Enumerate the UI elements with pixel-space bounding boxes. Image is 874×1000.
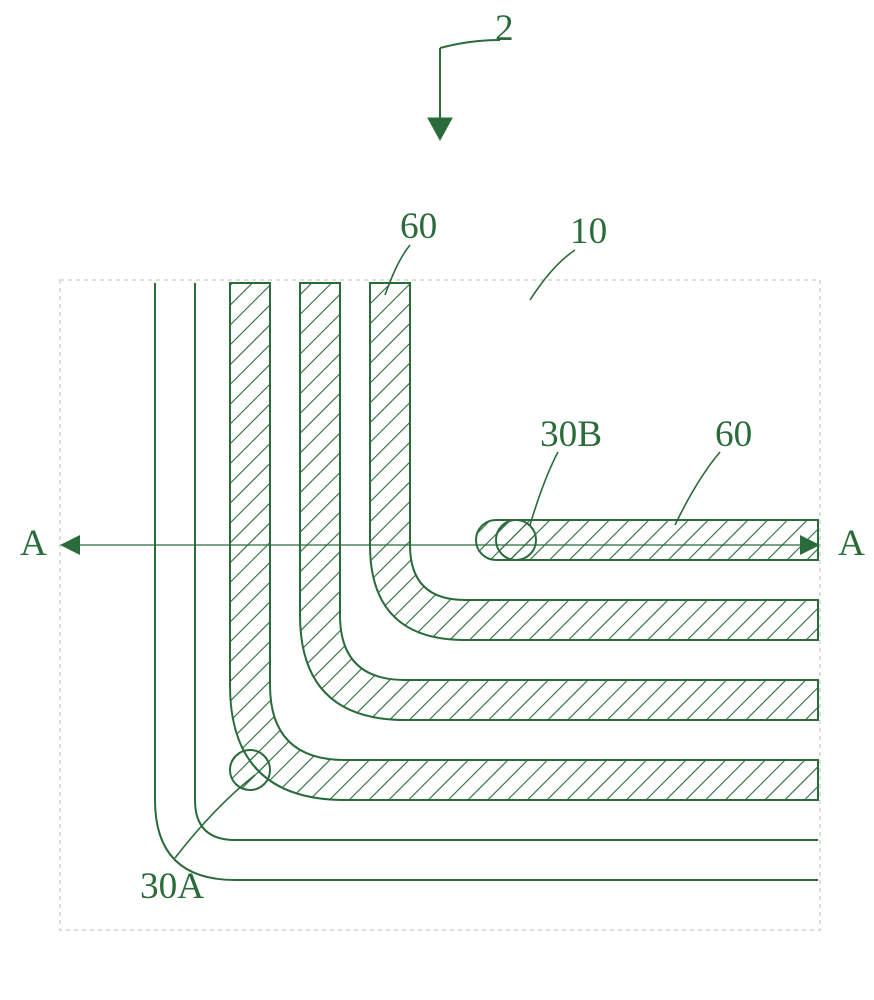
leader-1	[530, 250, 575, 300]
end-marker-3	[496, 520, 536, 560]
label-30A-4: 30A	[140, 866, 204, 907]
label-60-0: 60	[400, 206, 437, 247]
label-60-3: 60	[715, 414, 752, 455]
top-arrow-curve	[440, 40, 500, 48]
leader-3	[675, 452, 720, 525]
diagram-svg: 2 A A 60 10 30B 60 30A	[0, 0, 874, 1000]
hatched-stripe-2	[370, 283, 818, 640]
top-arrow-head	[428, 118, 452, 140]
label-2: 2	[495, 8, 514, 49]
end-marker-0	[230, 750, 270, 790]
section-arrow-left	[60, 535, 80, 555]
label-10-1: 10	[570, 211, 607, 252]
diagram-canvas: 2 A A 60 10 30B 60 30A	[0, 0, 874, 1000]
label-A-right: A	[838, 523, 865, 564]
label-30B-2: 30B	[540, 414, 602, 455]
label-A-left: A	[20, 523, 47, 564]
leader-2	[530, 452, 558, 525]
